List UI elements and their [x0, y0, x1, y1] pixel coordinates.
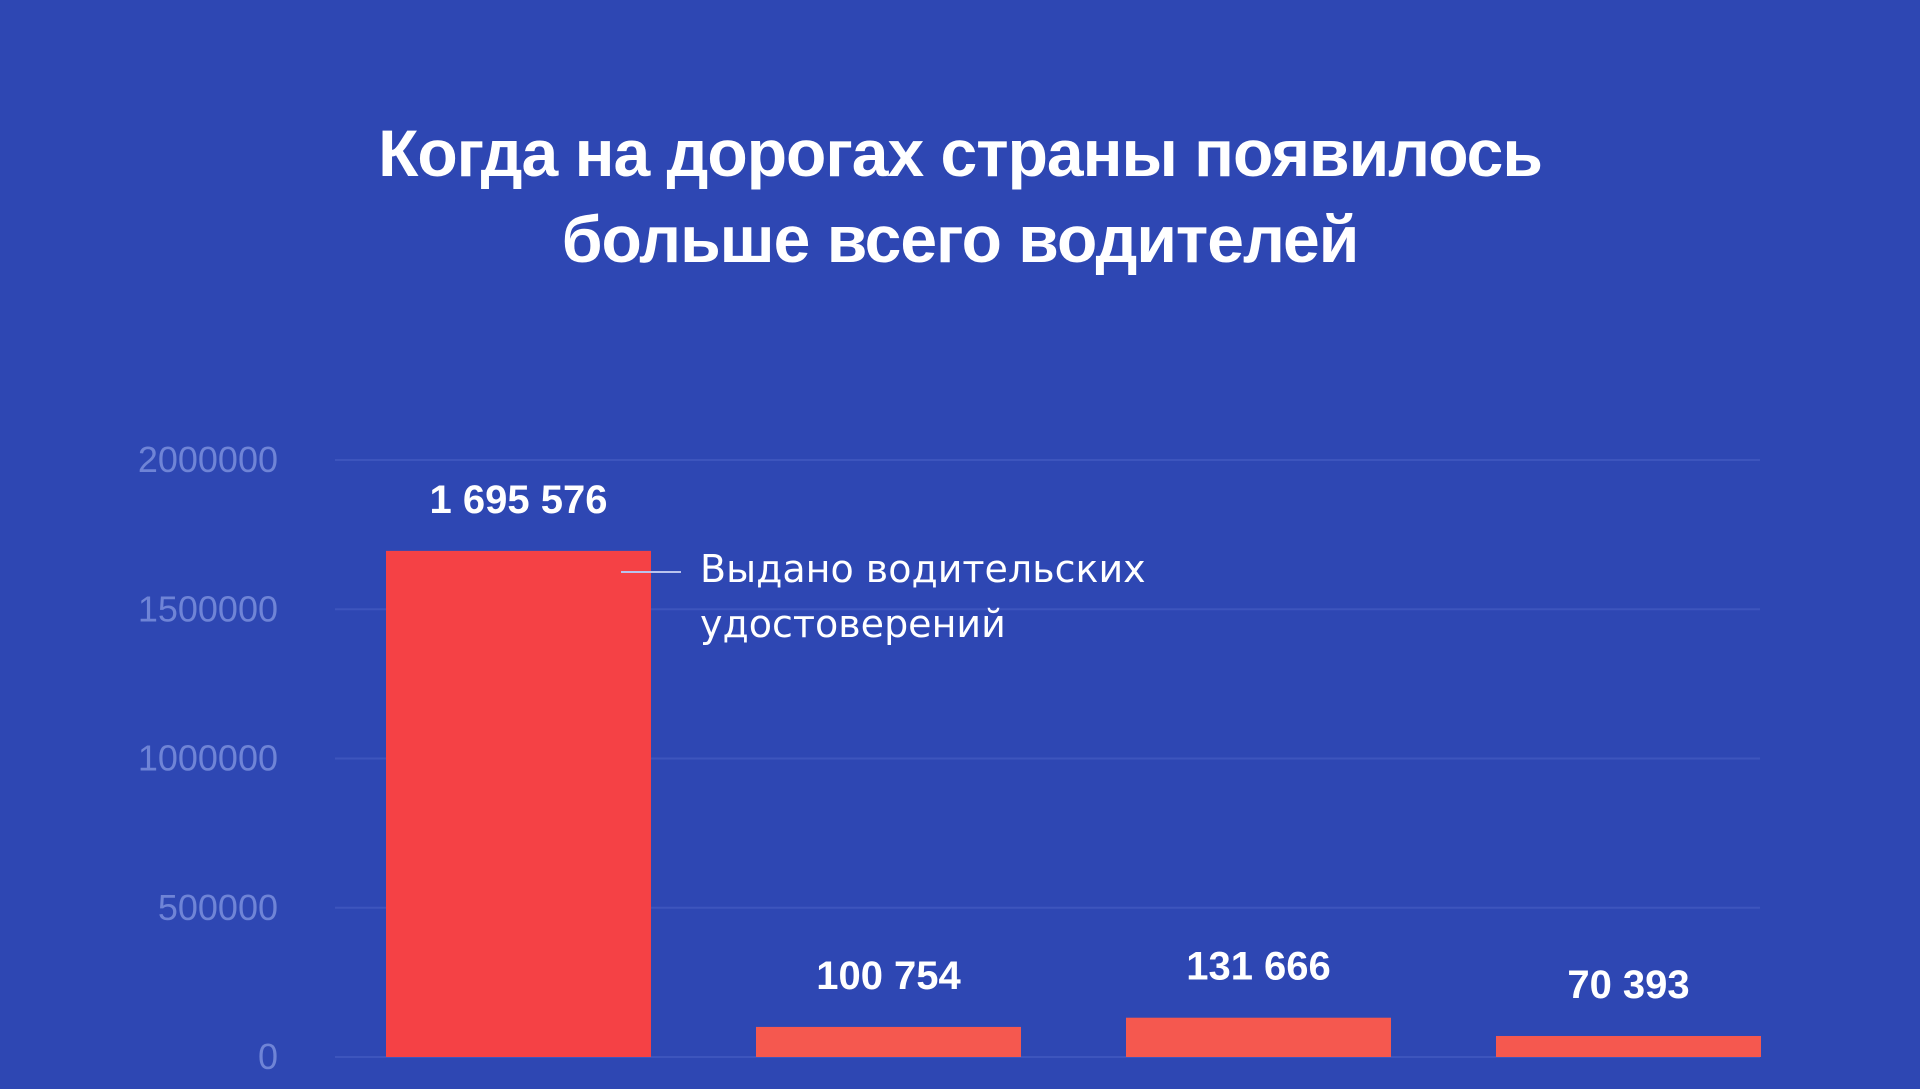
- bar: [386, 550, 651, 1057]
- bar-value-label: 1 695 576: [430, 478, 608, 522]
- y-tick-label: 1500000: [138, 588, 278, 629]
- bar: [756, 1026, 1021, 1057]
- y-tick-label: 2000000: [138, 439, 278, 480]
- bar: [1126, 1017, 1391, 1057]
- bar-value-label: 100 754: [816, 954, 961, 998]
- bar-value-label: 70 393: [1567, 963, 1689, 1007]
- y-tick-label: 500000: [158, 887, 278, 928]
- value-labels: 1 695 576 100 754 131 666 70 393: [430, 478, 1690, 1007]
- chart-title: Когда на дорогах страны появилось больше…: [0, 110, 1920, 282]
- annotation-text-line: удостоверений: [700, 602, 1006, 646]
- bar: [1496, 1035, 1761, 1057]
- bar-value-label: 131 666: [1186, 945, 1331, 989]
- y-tick-label: 0: [258, 1036, 278, 1077]
- series-annotation: Выдано водительских удостоверений: [621, 547, 1146, 646]
- chart-title-line-1: Когда на дорогах страны появилось: [378, 116, 1543, 190]
- y-axis-ticks: 0 500000 1000000 1500000 2000000: [138, 439, 278, 1077]
- chart-title-line-2: больше всего водителей: [561, 202, 1360, 276]
- y-tick-label: 1000000: [138, 738, 278, 779]
- annotation-text-line: Выдано водительских: [700, 547, 1146, 591]
- bars: [386, 550, 1761, 1057]
